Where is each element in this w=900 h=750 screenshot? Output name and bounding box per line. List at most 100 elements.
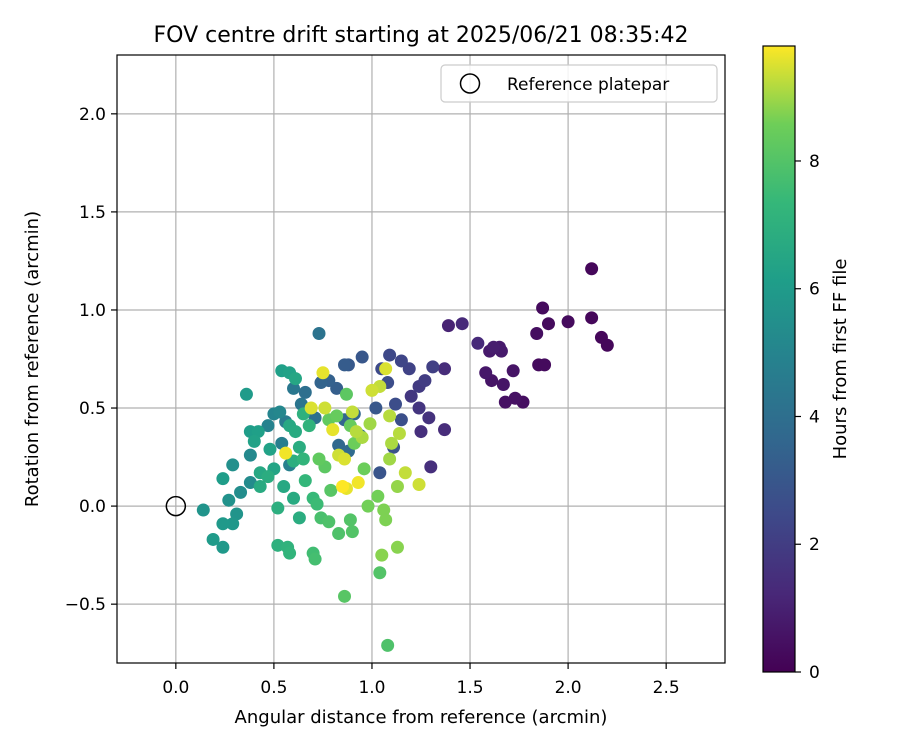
x-tick-label: 2.5 — [653, 678, 680, 698]
data-point — [343, 513, 357, 527]
data-point — [206, 532, 220, 546]
data-point — [287, 491, 301, 505]
colorbar-tick-label: 6 — [809, 280, 820, 300]
data-point — [508, 391, 522, 405]
data-point — [351, 476, 365, 490]
data-point — [275, 436, 289, 450]
colorbar-tick-label: 0 — [809, 663, 820, 683]
data-point — [361, 499, 375, 513]
y-tick-label: 0.0 — [79, 497, 106, 517]
data-points — [196, 262, 614, 652]
data-point — [312, 327, 326, 341]
legend: Reference platepar — [440, 64, 718, 103]
data-point — [371, 489, 385, 503]
data-point — [330, 409, 344, 423]
data-point — [261, 419, 275, 433]
data-point — [318, 401, 332, 415]
data-point — [332, 527, 346, 541]
data-point — [412, 478, 426, 492]
data-point — [394, 354, 408, 368]
data-point — [288, 425, 302, 439]
data-point — [298, 474, 312, 488]
data-point — [471, 336, 485, 350]
x-tick-label: 2.0 — [555, 678, 582, 698]
data-point — [414, 425, 428, 439]
colorbar-label: Hours from first FF file — [830, 259, 851, 460]
data-point — [390, 479, 404, 493]
data-point — [338, 358, 352, 372]
x-tick-label: 0.5 — [260, 678, 287, 698]
data-point — [253, 479, 267, 493]
y-tick-label: 1.0 — [79, 301, 106, 321]
data-point — [345, 405, 359, 419]
data-point — [455, 317, 469, 331]
data-point — [418, 374, 432, 388]
data-point — [216, 472, 230, 486]
data-point — [277, 479, 291, 493]
y-tick-label: 1.5 — [79, 203, 106, 223]
chart-title: FOV centre drift starting at 2025/06/21 … — [154, 23, 689, 48]
data-point — [377, 503, 391, 517]
data-point — [345, 525, 359, 539]
data-point — [312, 452, 326, 466]
data-point — [398, 466, 412, 480]
plot-area — [116, 54, 726, 664]
data-point — [302, 419, 316, 433]
data-point — [385, 436, 399, 450]
data-point — [424, 460, 438, 474]
data-point — [251, 425, 265, 439]
data-point — [355, 350, 369, 364]
data-point — [389, 397, 403, 411]
data-point — [336, 479, 350, 493]
data-point — [308, 552, 322, 566]
data-point — [373, 466, 387, 480]
data-point — [316, 366, 330, 380]
data-point — [247, 434, 261, 448]
data-point — [373, 566, 387, 580]
data-point — [298, 385, 312, 399]
colorbar-gradient — [762, 45, 796, 673]
data-point — [438, 362, 452, 376]
x-tick-label: 1.0 — [358, 678, 385, 698]
data-point — [365, 383, 379, 397]
data-point — [585, 262, 599, 276]
data-point — [381, 638, 395, 652]
legend-label-reference: Reference platepar — [507, 75, 669, 95]
data-point — [196, 503, 210, 517]
data-point — [283, 546, 297, 560]
data-point — [412, 401, 426, 415]
data-point — [379, 362, 393, 376]
plot-background — [117, 55, 725, 663]
data-point — [383, 452, 397, 466]
data-point — [392, 427, 406, 441]
data-point — [338, 452, 352, 466]
x-tick-label: 1.5 — [457, 678, 484, 698]
legend-marker-reference — [459, 73, 481, 94]
data-point — [438, 423, 452, 437]
data-point — [600, 338, 614, 352]
data-point — [338, 589, 352, 603]
y-tick-label: 0.5 — [79, 399, 106, 419]
data-point — [541, 317, 555, 331]
data-point — [383, 348, 397, 362]
data-point — [216, 540, 230, 554]
data-point — [375, 548, 389, 562]
data-point — [271, 538, 285, 552]
data-point — [239, 387, 253, 401]
data-point — [271, 501, 285, 515]
data-point — [530, 327, 544, 341]
data-point — [383, 409, 397, 423]
colorbar-tick-label: 8 — [809, 152, 820, 172]
data-point — [426, 360, 440, 374]
data-point — [230, 507, 244, 521]
data-point — [310, 497, 324, 511]
y-tick-label: −0.5 — [65, 595, 106, 615]
data-point — [394, 413, 408, 427]
data-point — [498, 395, 512, 409]
reference-platepar-marker — [165, 495, 187, 517]
data-point — [226, 458, 240, 472]
data-point — [496, 377, 510, 391]
x-axis-label: Angular distance from reference (arcmin) — [235, 707, 608, 728]
plot-frame — [116, 54, 726, 664]
